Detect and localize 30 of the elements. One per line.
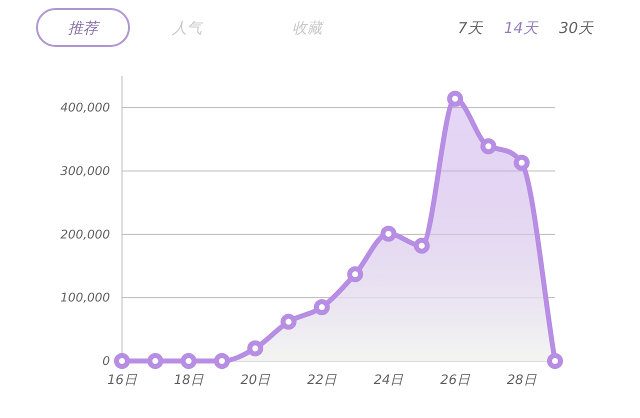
x-tick-label: 24日 — [374, 373, 404, 388]
y-tick-label: 0 — [102, 354, 110, 368]
point — [247, 340, 264, 356]
text: 14天 — [504, 19, 540, 37]
x-tick-label: 26日 — [440, 373, 471, 388]
x-tick-label: 20日 — [240, 373, 271, 388]
y-tick-label: 100,000 — [60, 290, 110, 305]
y-tick-label: 300,000 — [60, 164, 110, 178]
point — [447, 90, 464, 107]
point — [414, 238, 430, 254]
x-tick-label: 18日 — [174, 373, 204, 388]
text: 7天 — [458, 19, 484, 37]
x-tick-label: 16日 — [107, 373, 138, 388]
text: 推荐 — [68, 19, 101, 37]
point — [314, 299, 330, 316]
point — [214, 353, 230, 369]
x-tick-label: 28日 — [506, 373, 538, 388]
point — [547, 353, 563, 369]
point — [147, 353, 164, 369]
point — [280, 314, 297, 330]
text: 30天 — [558, 19, 594, 37]
point — [114, 353, 130, 369]
point — [180, 353, 197, 369]
x-tick-label: 22日 — [307, 373, 338, 388]
point — [380, 226, 396, 242]
y-tick-label: 400,000 — [60, 100, 110, 115]
point — [480, 138, 496, 154]
point — [514, 154, 530, 171]
y-tick-label: 200,000 — [60, 227, 110, 242]
point — [347, 266, 364, 282]
